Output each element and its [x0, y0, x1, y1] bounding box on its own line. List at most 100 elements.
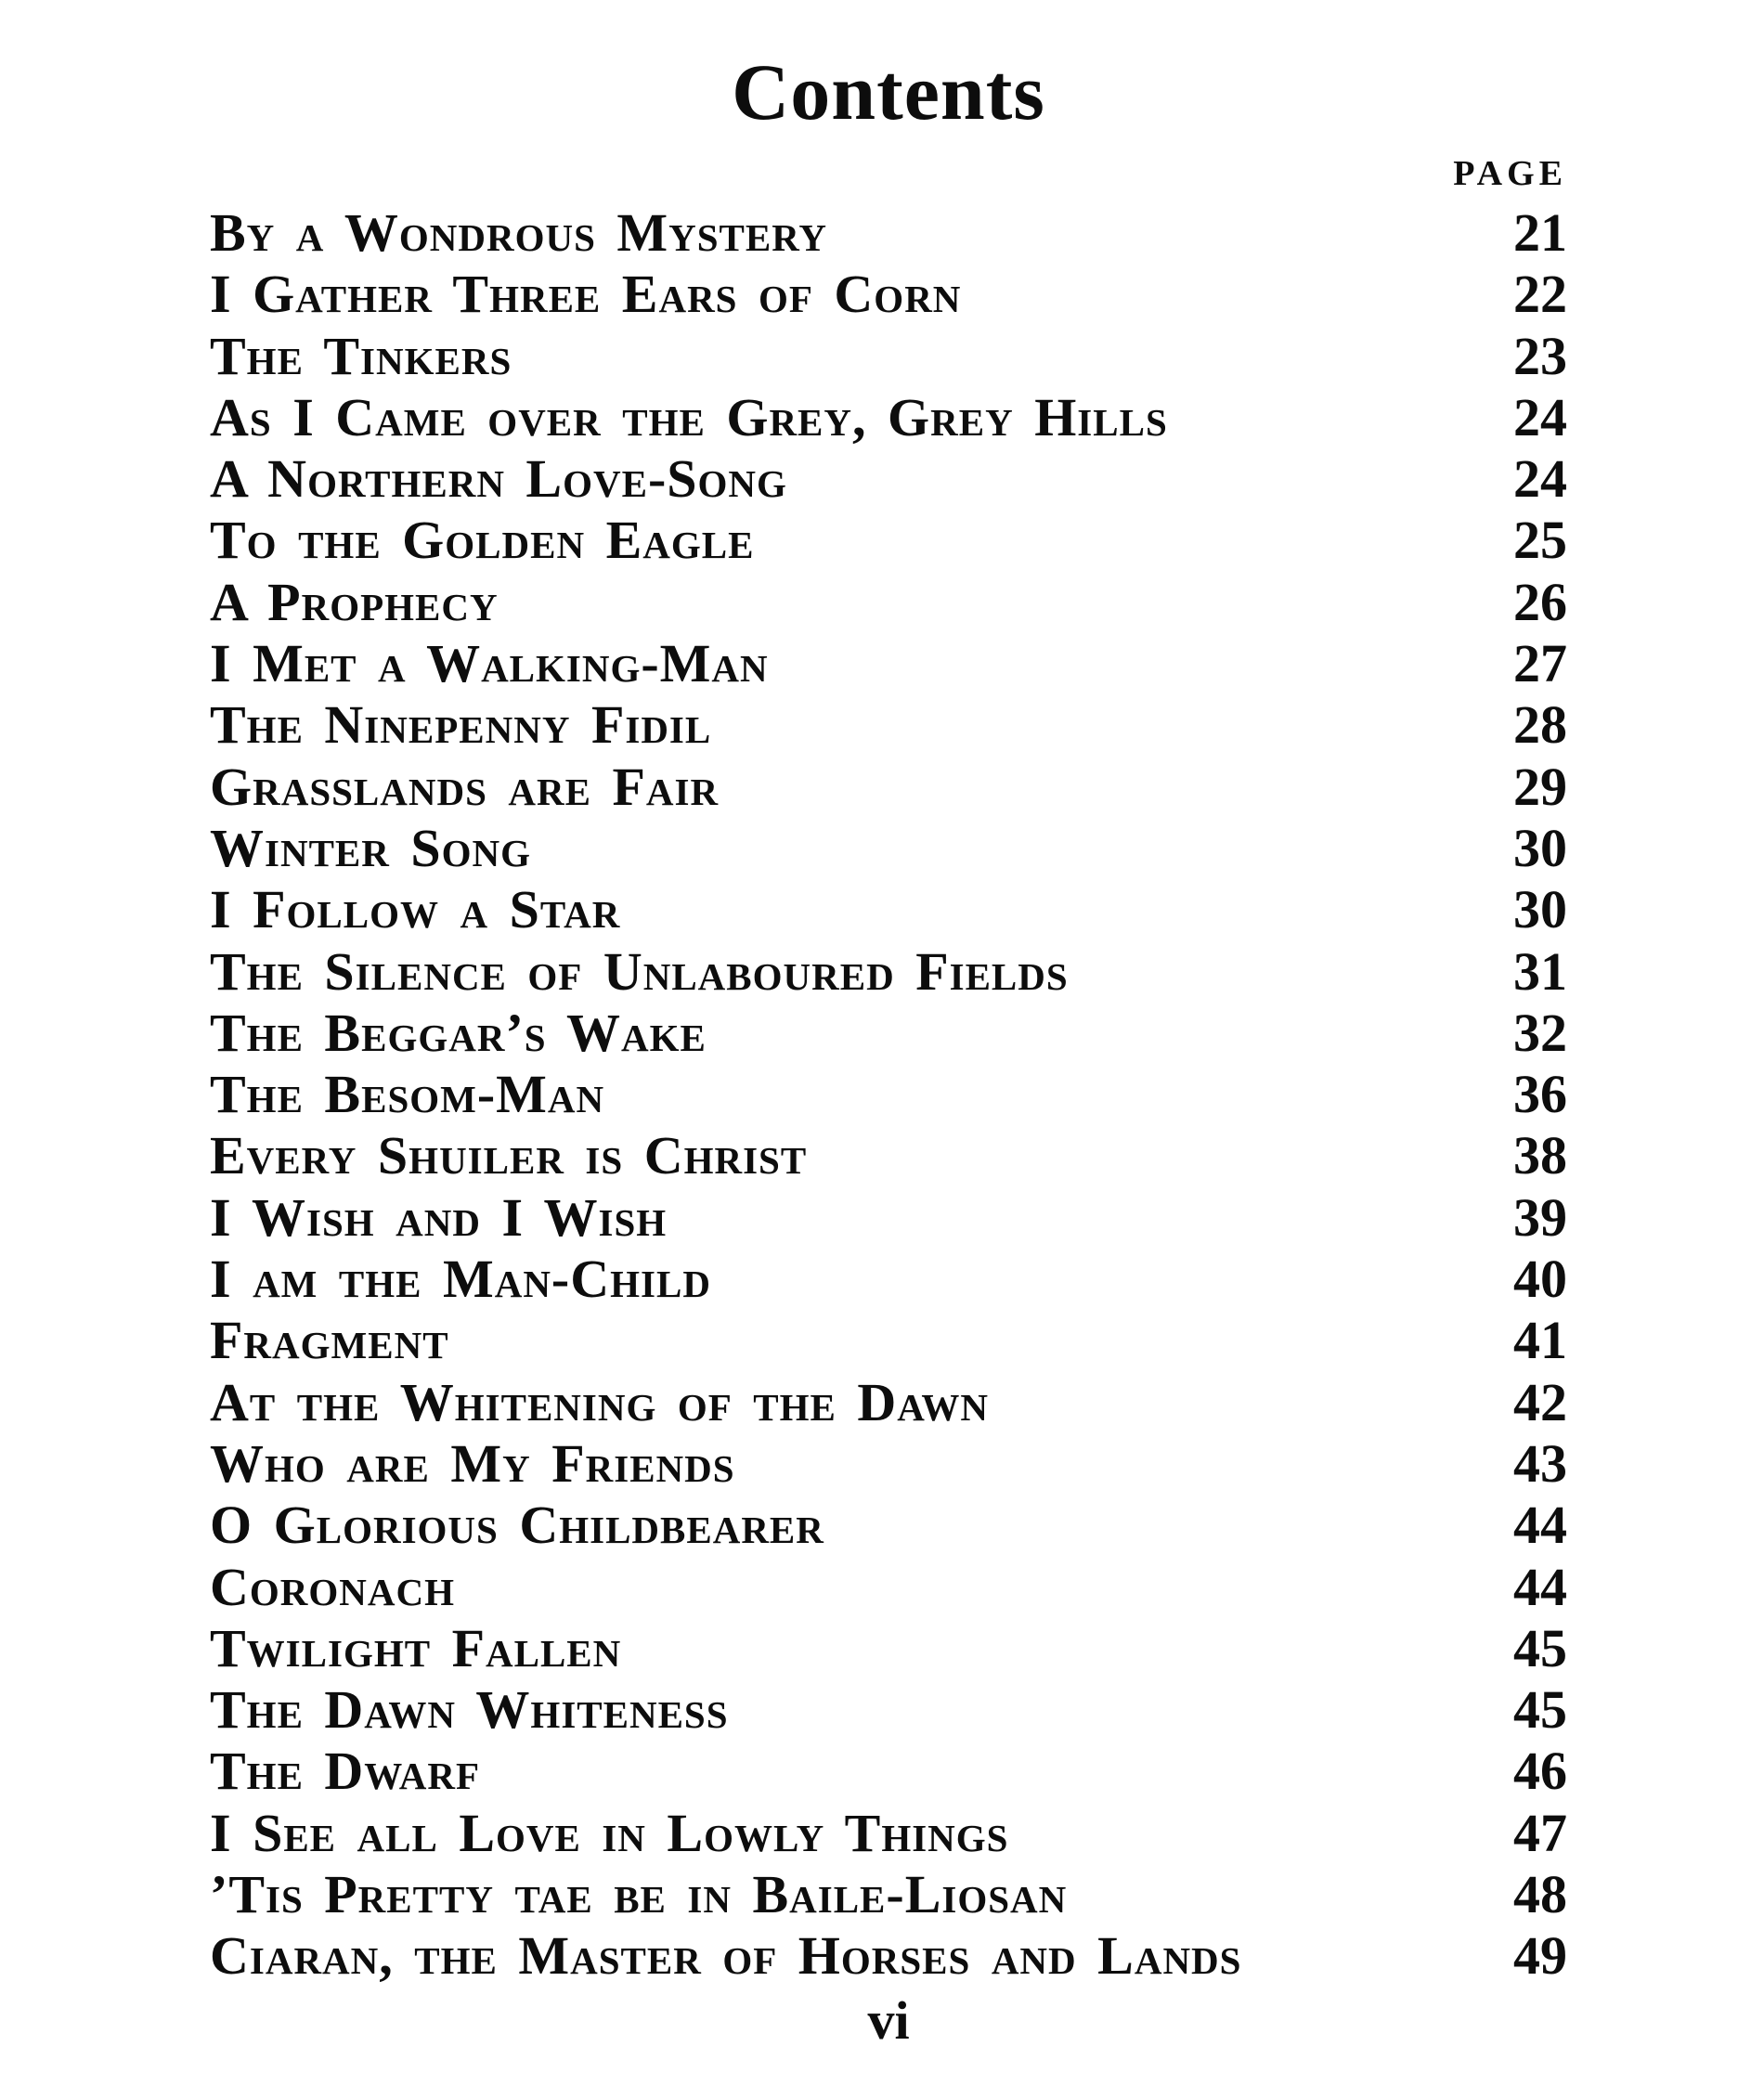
toc-entry-row: Coronach 44 — [210, 1557, 1567, 1618]
toc-entry-page: 22 — [1513, 264, 1567, 325]
toc-entry-row: The Besom-Man 36 — [210, 1064, 1567, 1125]
toc-entry-row: A Prophecy 26 — [210, 572, 1567, 633]
leader-dots — [839, 1535, 1470, 1544]
toc-entry-title: ’Tis Pretty tae be in Baile-Liosan — [210, 1864, 1068, 1925]
toc-entry-page: 48 — [1513, 1864, 1567, 1925]
leader-dots — [842, 241, 1470, 251]
toc-entry-page: 49 — [1513, 1925, 1567, 1987]
toc-entry-title: Twilight Fallen — [210, 1617, 622, 1678]
leader-dots — [635, 919, 1470, 928]
toc-entry-page: 39 — [1513, 1186, 1567, 1248]
toc-entry-row: At the Whitening of the Dawn 42 — [210, 1372, 1567, 1433]
toc-entry-row: The Beggar’s Wake 32 — [210, 1003, 1567, 1064]
toc-entry-title: I Wish and I Wish — [210, 1186, 668, 1248]
toc-entry-page: 44 — [1513, 1495, 1567, 1556]
toc-entry-page: 24 — [1513, 448, 1567, 510]
toc-entry-row: ’Tis Pretty tae be in Baile-Liosan 48 — [210, 1864, 1567, 1925]
leader-dots — [784, 672, 1470, 681]
toc-entry-title: Grasslands are Fair — [210, 756, 720, 817]
leader-dots — [619, 1103, 1470, 1112]
toc-entry-title: By a Wondrous Mystery — [210, 202, 827, 263]
toc-entry-page: 30 — [1513, 817, 1567, 878]
folio-page-number: vi — [867, 1989, 910, 2051]
toc-entry-page: 45 — [1513, 1679, 1567, 1741]
page-title: Contents — [732, 47, 1045, 136]
toc-entry-page: 26 — [1513, 571, 1567, 632]
toc-entry-row: Ciaran, the Master of Horses and Lands 4… — [210, 1925, 1567, 1987]
leader-dots — [513, 611, 1470, 620]
leader-dots — [636, 1657, 1470, 1666]
toc-entry-row: By a Wondrous Mystery 21 — [210, 202, 1567, 264]
toc-entry-title: Coronach — [210, 1556, 455, 1617]
leader-dots — [1256, 1965, 1470, 1975]
toc-entry-page: 45 — [1513, 1617, 1567, 1678]
toc-entry-title: O Glorious Childbearer — [210, 1495, 824, 1556]
toc-entry-row: The Silence of Unlaboured Fields 31 — [210, 941, 1567, 1003]
toc-entry-page: 43 — [1513, 1432, 1567, 1494]
toc-entry-row: The Dawn Whiteness 45 — [210, 1679, 1567, 1741]
toc-entry-row: I am the Man-Child 40 — [210, 1249, 1567, 1310]
toc-entry-page: 47 — [1513, 1802, 1567, 1863]
leader-dots — [1083, 980, 1470, 990]
toc-entry-title: I am the Man-Child — [210, 1249, 711, 1310]
toc-entry-page: 32 — [1513, 1002, 1567, 1063]
toc-entry-title: The Beggar’s Wake — [210, 1002, 707, 1063]
toc-entry-title: Fragment — [210, 1310, 449, 1371]
leader-dots — [681, 1226, 1470, 1236]
toc-entry-row: Winter Song 30 — [210, 818, 1567, 879]
leader-dots — [744, 1718, 1470, 1728]
toc-entry-title: I See all Love in Lowly Things — [210, 1802, 1009, 1863]
toc-entry-page: 40 — [1513, 1249, 1567, 1310]
toc-entry-title: Winter Song — [210, 817, 532, 878]
toc-entry-page: 24 — [1513, 386, 1567, 447]
toc-entry-row: I Follow a Star 30 — [210, 879, 1567, 940]
toc-entry-page: 29 — [1513, 756, 1567, 817]
toc-entry-title: I Gather Three Ears of Corn — [210, 264, 962, 325]
toc-list: By a Wondrous Mystery 21 I Gather Three … — [210, 202, 1567, 1988]
leader-dots — [976, 304, 1470, 313]
page-column-header: PAGE — [1453, 154, 1567, 193]
toc-entry-page: 28 — [1513, 694, 1567, 756]
toc-entry-title: To the Golden Eagle — [210, 510, 755, 571]
leader-dots — [726, 1288, 1470, 1297]
toc-entry-title: Who are My Friends — [210, 1432, 735, 1494]
toc-entry-page: 30 — [1513, 879, 1567, 940]
toc-entry-title: A Prophecy — [210, 571, 499, 632]
toc-entry-title: The Silence of Unlaboured Fields — [210, 940, 1069, 1002]
toc-entry-page: 46 — [1513, 1741, 1567, 1802]
toc-entry-row: The Tinkers 23 — [210, 326, 1567, 387]
toc-entry-page: 27 — [1513, 633, 1567, 694]
leader-dots — [726, 734, 1470, 744]
leader-dots — [526, 365, 1470, 374]
toc-entry-row: O Glorious Childbearer 44 — [210, 1495, 1567, 1556]
leader-dots — [802, 487, 1470, 497]
toc-entry-page: 21 — [1513, 202, 1567, 263]
toc-entry-page: 36 — [1513, 1064, 1567, 1125]
toc-entry-title: Every Shuiler is Christ — [210, 1125, 808, 1186]
toc-entry-page: 42 — [1513, 1371, 1567, 1432]
toc-entry-row: I Wish and I Wish 39 — [210, 1187, 1567, 1249]
leader-dots — [495, 1781, 1470, 1790]
toc-entry-row: Twilight Fallen 45 — [210, 1618, 1567, 1679]
toc-entry-row: I See all Love in Lowly Things 47 — [210, 1803, 1567, 1864]
leader-dots — [1023, 1842, 1470, 1851]
toc-entry-row: Grasslands are Fair 29 — [210, 757, 1567, 818]
toc-entry-title: A Northern Love-Song — [210, 448, 787, 510]
toc-entry-row: As I Came over the Grey, Grey Hills 24 — [210, 387, 1567, 448]
toc-entry-title: The Ninepenny Fidil — [210, 694, 712, 756]
toc-entry-row: A Northern Love-Song 24 — [210, 448, 1567, 510]
toc-entry-title: The Tinkers — [210, 325, 512, 386]
leader-dots — [721, 1042, 1470, 1051]
toc-entry-title: The Besom-Man — [210, 1064, 605, 1125]
toc-entry-row: Who are My Friends 43 — [210, 1433, 1567, 1495]
toc-entry-title: Ciaran, the Master of Horses and Lands — [210, 1925, 1242, 1987]
toc-entry-title: As I Came over the Grey, Grey Hills — [210, 386, 1168, 447]
leader-dots — [769, 550, 1470, 559]
leader-dots — [1183, 426, 1470, 435]
toc-entry-page: 41 — [1513, 1310, 1567, 1371]
toc-entry-page: 38 — [1513, 1125, 1567, 1186]
toc-entry-title: I Met a Walking-Man — [210, 633, 769, 694]
toc-entry-row: To the Golden Eagle 25 — [210, 510, 1567, 571]
toc-entry-page: 44 — [1513, 1556, 1567, 1617]
